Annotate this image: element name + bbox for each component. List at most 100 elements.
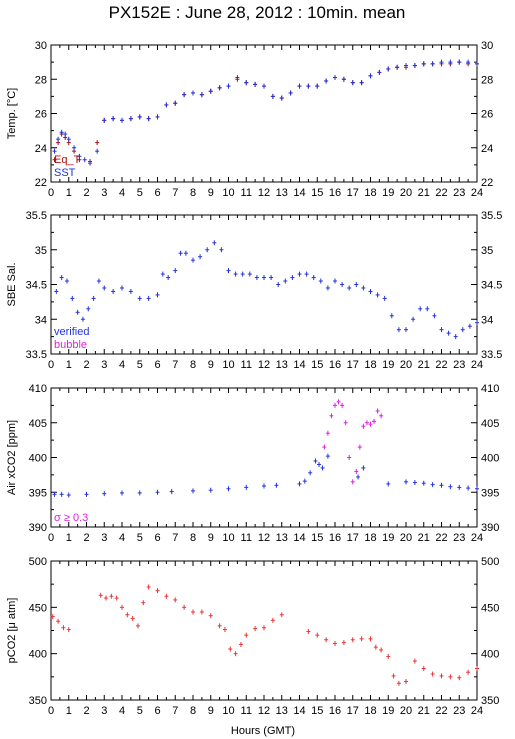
- data-point: [439, 482, 444, 488]
- data-point: [340, 402, 345, 408]
- data-point: [262, 483, 266, 489]
- data-point: [95, 148, 100, 154]
- data-point: [217, 623, 222, 629]
- data-point: [279, 95, 284, 101]
- x-tick-label: 12: [258, 532, 270, 544]
- x-tick-label: 12: [258, 187, 270, 199]
- x-tick-label: 3: [101, 532, 107, 544]
- x-tick-label: 17: [347, 532, 359, 544]
- panel-4: 0 1 2 3 4 5 6 7 8 9 10 11 12 13 14 15 16 17 18 19 20 21 22 23 24…: [6, 556, 499, 717]
- y-tick-label-right: 395: [481, 487, 499, 499]
- data-point: [54, 288, 59, 294]
- data-point: [350, 80, 355, 86]
- x-tick-label: 1: [66, 532, 72, 544]
- data-point: [324, 78, 329, 84]
- x-tick-label: 20: [400, 359, 412, 371]
- data-point: [270, 93, 275, 99]
- x-tick-label: 21: [418, 532, 430, 544]
- x-tick-label: 20: [400, 532, 412, 544]
- series-1: [52, 453, 479, 498]
- x-tick-label: 1: [66, 187, 72, 199]
- y-tick-label-left: 405: [29, 418, 47, 430]
- data-point: [111, 116, 116, 122]
- data-point: [329, 413, 334, 419]
- x-tick-label: 8: [190, 532, 196, 544]
- x-tick-label: 23: [453, 187, 465, 199]
- x-tick-label: 19: [382, 187, 394, 199]
- data-point: [412, 480, 417, 486]
- x-tick-label: 15: [311, 359, 323, 371]
- data-point: [253, 626, 258, 632]
- y-tick-label-right: 390: [481, 522, 499, 534]
- data-point: [235, 75, 240, 81]
- data-point: [347, 455, 352, 460]
- data-point: [191, 609, 195, 615]
- plot-frame: [50, 560, 478, 701]
- x-tick-label: 24: [471, 705, 483, 717]
- data-point: [240, 271, 245, 277]
- x-tick-label: 20: [400, 705, 412, 717]
- x-tick-label: 5: [137, 705, 143, 717]
- data-point: [373, 644, 378, 650]
- data-point: [421, 61, 426, 67]
- data-point: [361, 423, 366, 429]
- y-tick-label-right: 28: [481, 74, 493, 86]
- data-point: [460, 327, 465, 333]
- data-point: [475, 320, 479, 326]
- x-tick-label: 4: [119, 187, 125, 199]
- data-point: [430, 482, 435, 488]
- y-tick-label-left: 30: [35, 40, 47, 52]
- data-point: [375, 408, 380, 414]
- y-tick-label-left: 410: [29, 383, 47, 395]
- data-point: [297, 481, 302, 487]
- x-tick-label: 23: [453, 359, 465, 371]
- data-point: [173, 597, 178, 603]
- y-tick-label-right: 30: [481, 40, 493, 52]
- data-point: [270, 617, 275, 623]
- data-point: [372, 418, 377, 424]
- data-point: [247, 271, 252, 277]
- y-tick-label-left: 350: [29, 695, 47, 707]
- data-point: [102, 117, 107, 123]
- data-point: [208, 487, 213, 493]
- panel-2: 0 1 2 3 4 5 6 7 8 9 10 11 12 13 14 15 16 17 18 19 20 21 22 23 24…: [6, 210, 502, 371]
- data-point: [63, 131, 68, 137]
- data-point: [432, 313, 437, 319]
- data-point: [56, 618, 61, 624]
- data-point: [125, 612, 130, 618]
- x-axis-label: Hours (GMT): [231, 725, 295, 737]
- x-tick-label: 10: [222, 705, 234, 717]
- x-tick-label: 10: [222, 359, 234, 371]
- data-point: [475, 665, 479, 671]
- data-point: [304, 271, 309, 277]
- y-axis-label: SBE Sal.: [6, 262, 18, 306]
- data-point: [104, 595, 109, 601]
- x-tick-label: 16: [329, 359, 341, 371]
- data-point: [102, 285, 107, 291]
- data-point: [120, 285, 124, 291]
- data-point: [226, 83, 231, 89]
- y-tick-label-right: 22: [481, 177, 493, 189]
- x-tick-label: 1: [66, 705, 72, 717]
- data-point: [135, 623, 140, 629]
- y-tick-label-right: 35.5: [481, 210, 502, 222]
- data-point: [208, 613, 213, 619]
- data-point: [77, 153, 82, 159]
- legend-entry: σ ≥ 0.3: [54, 512, 88, 524]
- x-tick-label: 22: [435, 532, 447, 544]
- data-point: [244, 632, 249, 638]
- x-tick-label: 18: [364, 187, 376, 199]
- x-tick-label: 8: [190, 705, 196, 717]
- data-point: [56, 136, 61, 142]
- data-point: [320, 465, 325, 471]
- data-point: [475, 61, 479, 67]
- series-2: [52, 59, 479, 166]
- data-point: [386, 481, 391, 487]
- data-point: [244, 80, 249, 86]
- series-2: [322, 399, 384, 485]
- data-point: [425, 306, 430, 312]
- y-tick-label-left: 500: [29, 556, 47, 568]
- data-point: [191, 257, 195, 263]
- data-point: [254, 275, 259, 281]
- data-point: [182, 604, 187, 610]
